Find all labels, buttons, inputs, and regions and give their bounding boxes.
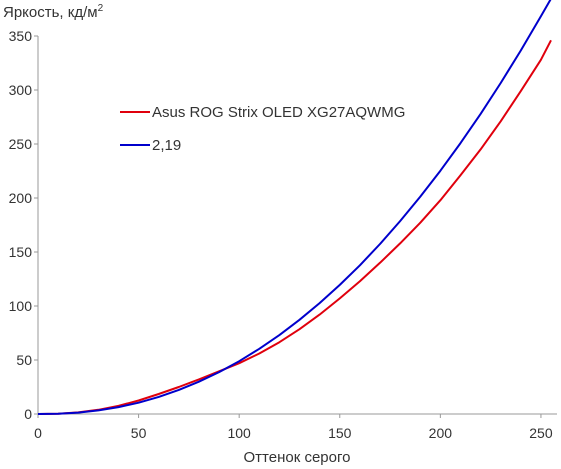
y-tick-label: 250 (9, 136, 33, 152)
y-tick-label: 150 (9, 244, 33, 260)
y-tick-label: 0 (24, 406, 32, 422)
x-tick-label: 200 (429, 425, 453, 441)
y-tick-label: 300 (9, 82, 33, 98)
y-tick-label: 100 (9, 298, 33, 314)
legend-label-asus: Asus ROG Strix OLED XG27AQWMG (152, 104, 405, 121)
legend-label-gamma: 2,19 (152, 137, 181, 154)
y-axis-title-superscript: 2 (98, 3, 104, 14)
y-ticks: 0 50 100 150 200 250 300 350 (9, 28, 38, 422)
x-tick-label: 0 (34, 425, 42, 441)
x-tick-label: 150 (328, 425, 352, 441)
y-tick-label: 350 (9, 28, 33, 44)
y-axis-title-main: Яркость, кд/м (3, 4, 98, 21)
y-tick-label: 50 (16, 352, 32, 368)
series-line-asus (37, 39, 552, 415)
x-tick-label: 250 (529, 425, 553, 441)
legend: Asus ROG Strix OLED XG27AQWMG 2,19 (120, 104, 405, 154)
x-tick-label: 50 (131, 425, 147, 441)
series-lines (37, 0, 552, 415)
series-line-gamma (37, 0, 552, 415)
y-tick-label: 200 (9, 190, 33, 206)
y-axis-title: Яркость, кд/м2 (3, 3, 104, 21)
x-ticks: 0 50 100 150 200 250 (34, 414, 553, 441)
x-tick-label: 100 (227, 425, 251, 441)
x-axis-title: Оттенок серого (244, 449, 351, 466)
